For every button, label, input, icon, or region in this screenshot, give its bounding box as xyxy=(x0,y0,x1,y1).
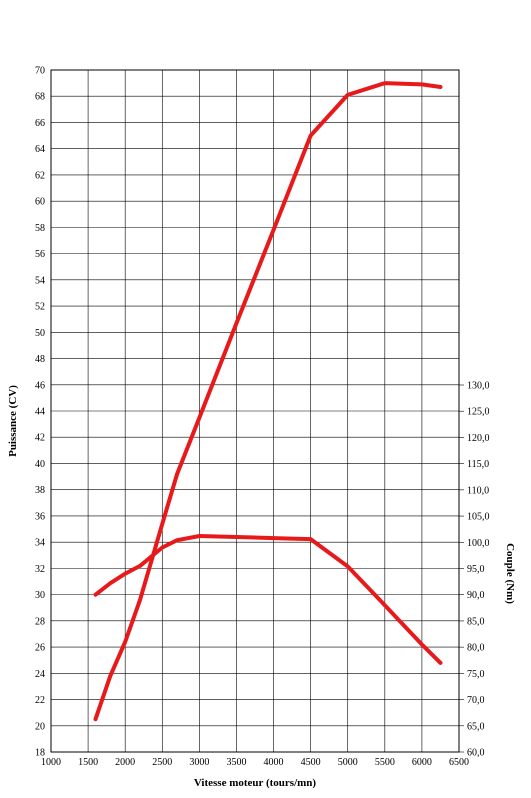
y-tick-label: 26 xyxy=(35,643,45,654)
grid xyxy=(50,69,464,753)
x-tick-label: 2500 xyxy=(152,757,172,768)
y-tick-label: 62 xyxy=(35,170,45,181)
y-tick-label: 44 xyxy=(35,407,45,418)
y-tick-label: 64 xyxy=(35,144,45,155)
y2-tick-label: 95,0 xyxy=(467,564,485,575)
y-tick-label: 54 xyxy=(35,275,45,286)
y2-tick-label: 115,0 xyxy=(467,459,489,470)
y-tick-label: 24 xyxy=(35,669,45,680)
y-tick-label: 22 xyxy=(35,695,45,706)
y-axis-title: Puissance (CV) xyxy=(7,385,19,457)
y-tick-label: 48 xyxy=(35,354,45,365)
tick-labels: 1000 1500 2000 2500 3000 3500 4000 4500 5000 5500… xyxy=(35,66,490,769)
y2-tick-label: 105,0 xyxy=(467,512,490,523)
y2-tick-label: 90,0 xyxy=(467,590,485,601)
x-axis-title: Vitesse moteur (tours/mn) xyxy=(194,777,317,789)
y2-axis-title: Couple (Nm) xyxy=(504,543,516,604)
y-tick-label: 46 xyxy=(35,380,45,391)
y2-tick-label: 80,0 xyxy=(467,643,485,654)
y2-tick-label: 65,0 xyxy=(467,721,485,732)
x-tick-label: 1000 xyxy=(41,757,61,768)
x-tick-label: 1500 xyxy=(78,757,98,768)
y-tick-label: 68 xyxy=(35,92,45,103)
x-tick-label: 4000 xyxy=(264,757,284,768)
y-tick-label: 36 xyxy=(35,511,45,522)
y2-tick-label: 110,0 xyxy=(467,485,489,496)
y-tick-label: 50 xyxy=(35,328,45,339)
y-tick-label: 30 xyxy=(35,590,45,601)
y2-tick-label: 75,0 xyxy=(467,669,485,680)
x-tick-label: 3000 xyxy=(189,757,209,768)
y2-tick-label: 120,0 xyxy=(467,433,490,444)
x-tick-label: 4500 xyxy=(301,757,321,768)
x-tick-label: 2000 xyxy=(115,757,135,768)
y-tick-label: 40 xyxy=(35,459,45,470)
x-tick-label: 3500 xyxy=(226,757,246,768)
series-lines xyxy=(93,81,443,722)
y2-tick-label: 85,0 xyxy=(467,616,485,627)
y-tick-label: 38 xyxy=(35,485,45,496)
y-tick-label: 32 xyxy=(35,564,45,575)
y-tick-label: 20 xyxy=(35,721,45,732)
power-series-line xyxy=(93,81,443,722)
y-tick-label: 42 xyxy=(35,433,45,444)
x-tick-label: 6500 xyxy=(449,757,469,768)
y-tick-label: 28 xyxy=(35,616,45,627)
y-tick-label: 34 xyxy=(35,538,45,549)
y2-tick-label: 130,0 xyxy=(467,381,490,392)
torque-series-line xyxy=(93,534,443,665)
y-tick-label: 58 xyxy=(35,223,45,234)
y2-tick-label: 125,0 xyxy=(467,407,490,418)
y-tick-label: 56 xyxy=(35,249,45,260)
y-tick-label: 60 xyxy=(35,197,45,208)
x-tick-label: 6000 xyxy=(412,757,432,768)
y2-tick-label: 100,0 xyxy=(467,538,490,549)
y2-tick-label: 60,0 xyxy=(467,748,485,759)
y-tick-label: 70 xyxy=(35,66,45,77)
x-tick-label: 5000 xyxy=(338,757,358,768)
y-tick-label: 18 xyxy=(35,748,45,759)
x-tick-label: 5500 xyxy=(375,757,395,768)
y-tick-label: 52 xyxy=(35,302,45,313)
y-tick-label: 66 xyxy=(35,118,45,129)
y2-tick-label: 70,0 xyxy=(467,695,485,706)
